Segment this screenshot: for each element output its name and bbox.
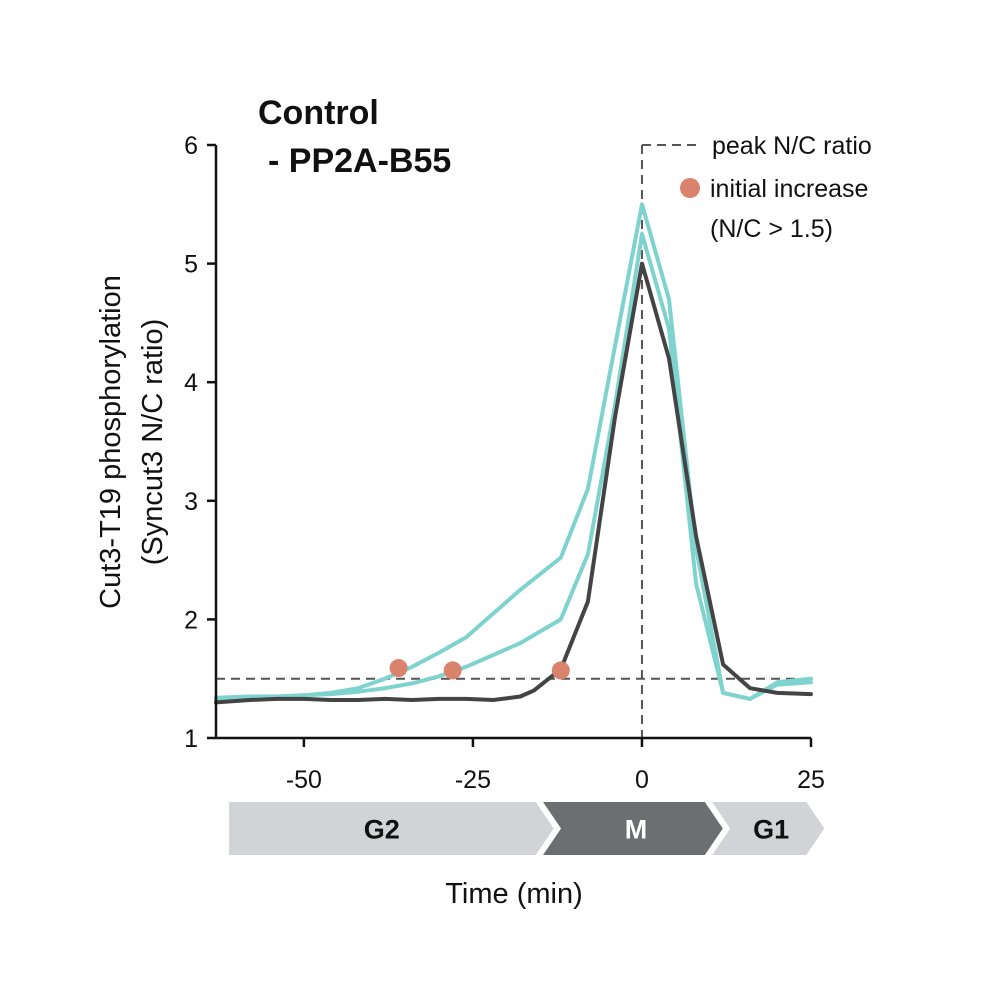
series-line-pp2a-b55-2 [214,231,813,701]
phase-g1-chevron [700,796,832,861]
phase-bar: G2 M G1 [223,796,832,861]
control-title: Control [258,94,379,132]
x-tick-label: 25 [797,766,825,794]
y-tick-label: 4 [184,369,198,397]
initial-increase-point-1 [389,659,408,678]
x-tick-label: -50 [286,766,322,794]
y-tick-label: 1 [184,725,198,753]
x-ticks: -50 -25 0 25 [286,738,825,794]
marker-group [389,659,570,680]
y-ticks: 1 2 3 4 5 6 [184,132,216,753]
initial-increase-point-3 [551,661,570,680]
x-tick-label: 0 [635,766,649,794]
y-tick-label: 5 [184,251,198,279]
legend-increase-label-line1: initial increase [710,175,868,203]
y-tick-label: 2 [184,606,198,634]
x-axis-title: Time (min) [445,878,582,910]
x-tick-label: -25 [455,766,491,794]
phase-g1-label: G1 [753,815,789,845]
series-group [214,202,813,705]
phase-m-label: M [625,815,648,845]
pp2a-b55-title: - PP2A-B55 [268,142,451,180]
y-axis-title-line2: (Syncut3 N/C ratio) [137,319,169,566]
phase-g2-label: G2 [364,815,400,845]
y-tick-label: 3 [184,488,198,516]
series-line-control [214,261,813,705]
legend-increase-label-line2: (N/C > 1.5) [710,215,833,243]
y-axis-title-line1: Cut3-T19 phosphorylation [95,275,127,609]
legend-increase-marker [680,178,700,198]
series-line-pp2a-b55-1 [214,202,813,701]
y-tick-label: 6 [184,132,198,160]
initial-increase-point-2 [443,661,462,680]
legend-peak-label: peak N/C ratio [712,132,872,160]
